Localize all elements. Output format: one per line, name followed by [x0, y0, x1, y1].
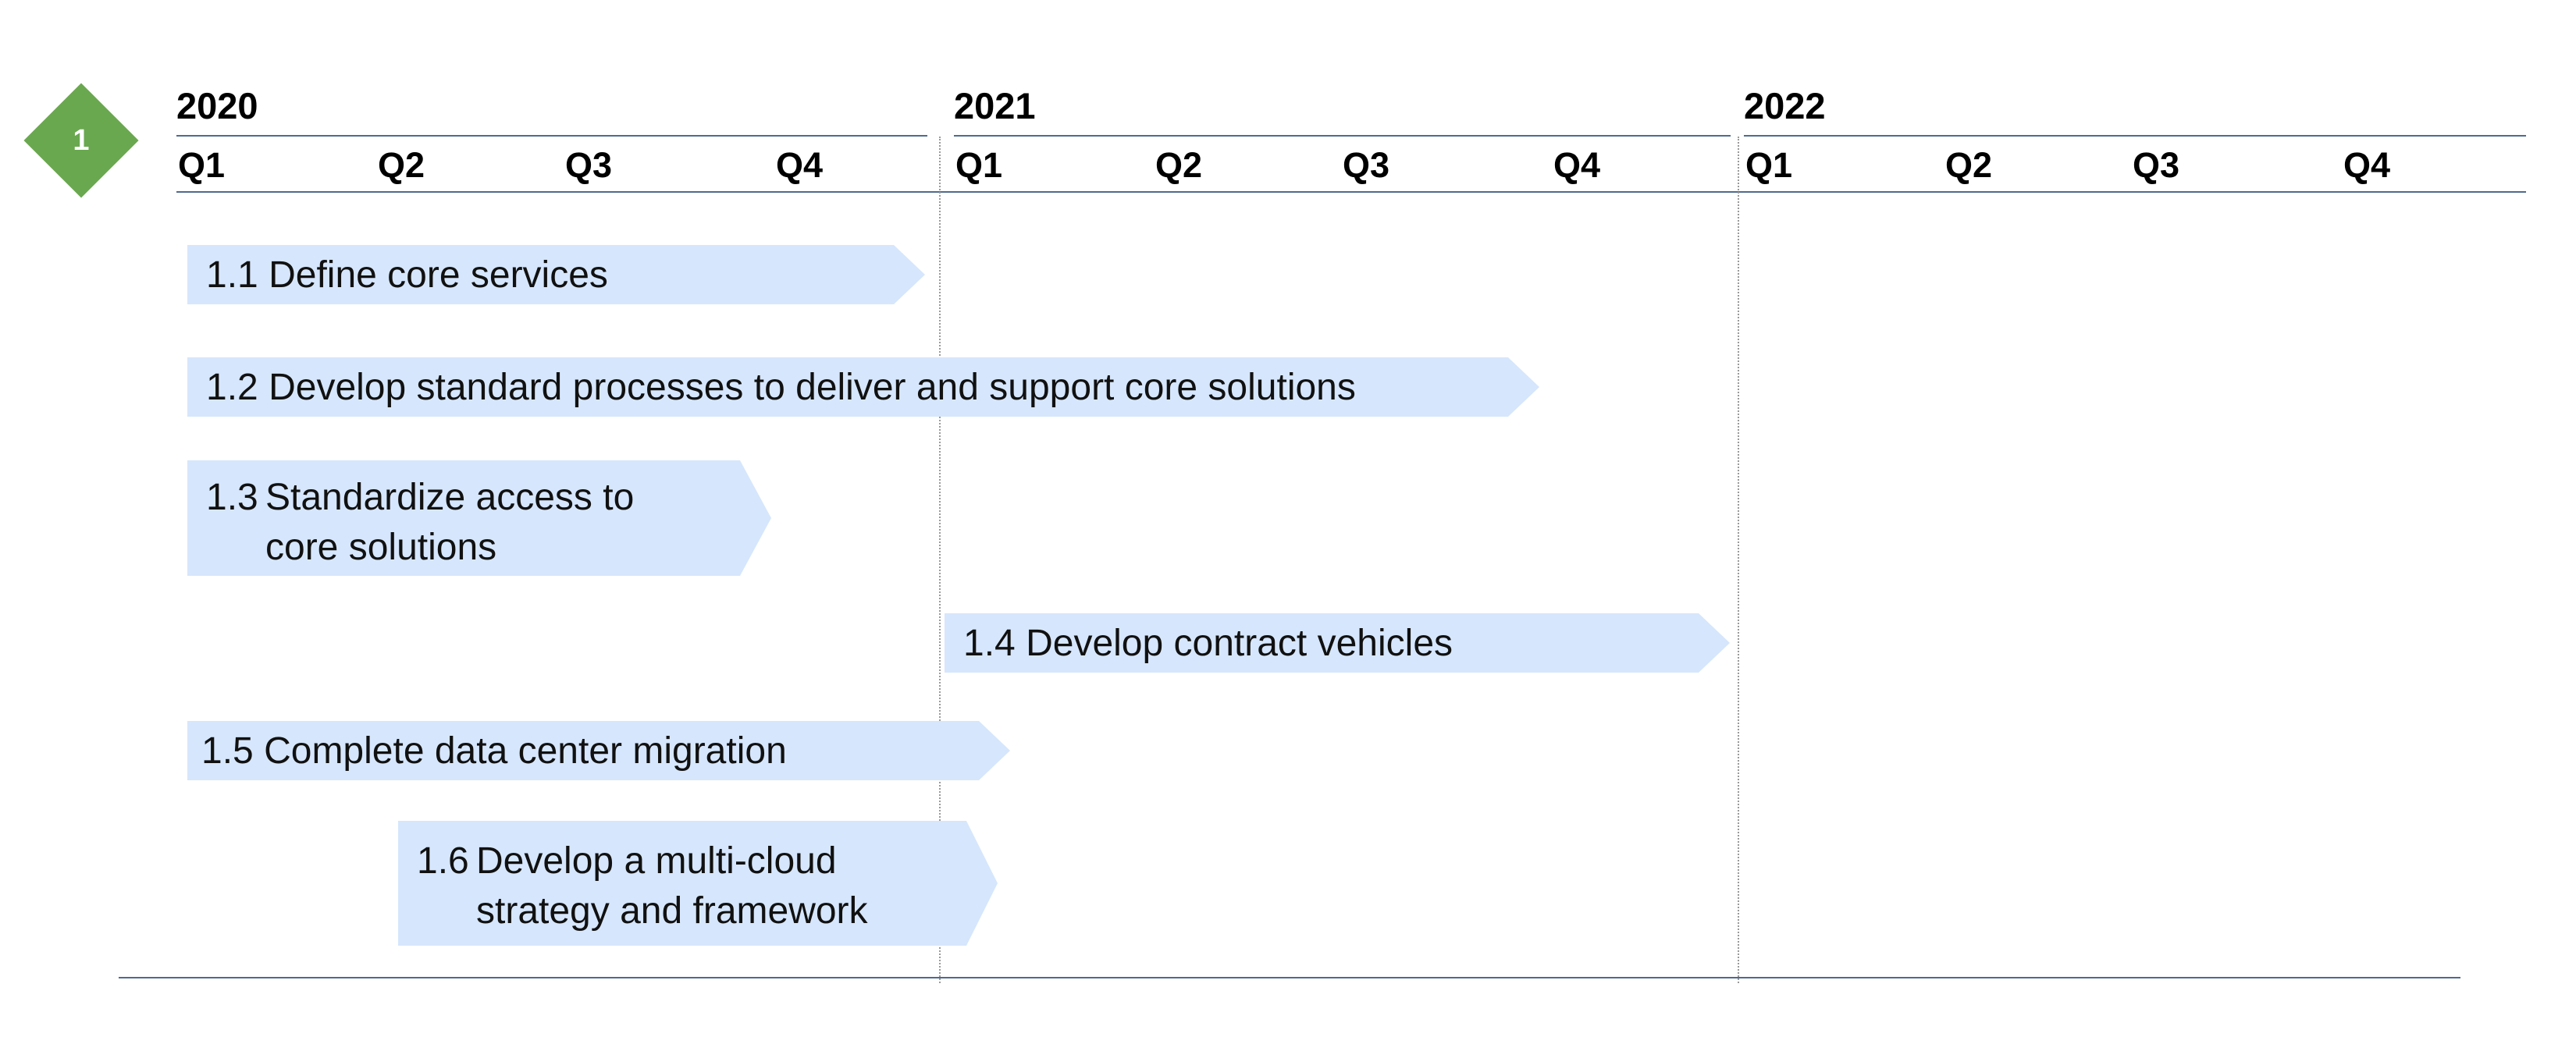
- task-1-3-line1: Standardize access to: [265, 477, 635, 518]
- quarter-2022-q4: Q4: [2343, 145, 2391, 185]
- year-2022-rule: [1744, 135, 2526, 137]
- divider-2021-2022: [1738, 137, 1739, 983]
- task-1-1: 1.1 Define core services: [187, 245, 925, 304]
- task-1-6-number: 1.6: [417, 840, 469, 882]
- quarter-2021-q1: Q1: [955, 145, 1003, 185]
- task-1-6-line2: strategy and framework: [476, 890, 868, 932]
- quarter-2020-q3: Q3: [565, 145, 613, 185]
- quarter-2021-q4: Q4: [1553, 145, 1601, 185]
- task-1-5: 1.5 Complete data center migration: [187, 721, 1010, 780]
- year-2020-rule: [176, 135, 927, 137]
- quarter-2020-q2: Q2: [378, 145, 425, 185]
- task-1-4: 1.4 Develop contract vehicles: [945, 613, 1730, 673]
- bottom-rule: [119, 977, 2460, 978]
- badge-number: 1: [73, 123, 90, 157]
- task-1-2-number: 1.2: [206, 366, 258, 408]
- quarter-2022-q1: Q1: [1745, 145, 1793, 185]
- year-2021-rule: [954, 135, 1731, 137]
- task-1-6-label: 1.6 Develop a multi-cloud strategy and fr…: [417, 836, 868, 936]
- task-1-3-line2: core solutions: [265, 527, 497, 568]
- task-1-6-line1: Develop a multi-cloud: [476, 840, 837, 882]
- quarter-2022-q2: Q2: [1945, 145, 1993, 185]
- year-2022: 2022: [1744, 85, 1826, 126]
- quarter-2022-q3: Q3: [2133, 145, 2180, 185]
- task-1-1-label: 1.1 Define core services: [206, 245, 608, 304]
- task-1-2-text: Develop standard processes to deliver an…: [269, 366, 1356, 408]
- task-1-5-number: 1.5: [201, 730, 254, 772]
- divider-2020-2021: [939, 137, 941, 983]
- year-2021: 2021: [954, 85, 1036, 126]
- task-1-3: 1.3 Standardize access to core solutions: [187, 460, 771, 576]
- task-1-3-label: 1.3 Standardize access to core solutions: [206, 473, 634, 573]
- quarter-2021-q3: Q3: [1343, 145, 1390, 185]
- task-1-5-label: 1.5 Complete data center migration: [201, 721, 787, 780]
- task-1-3-number: 1.3: [206, 477, 258, 518]
- task-1-2: 1.2 Develop standard processes to delive…: [187, 357, 1539, 417]
- task-1-4-number: 1.4: [963, 622, 1016, 664]
- year-2020: 2020: [176, 85, 258, 126]
- quarter-2020-q1: Q1: [178, 145, 226, 185]
- quarter-2020-q4: Q4: [776, 145, 824, 185]
- task-1-1-text: Define core services: [269, 254, 608, 296]
- quarter-rule: [176, 191, 2526, 193]
- task-1-2-label: 1.2 Develop standard processes to delive…: [206, 357, 1356, 417]
- task-1-5-text: Complete data center migration: [264, 730, 787, 772]
- task-1-4-text: Develop contract vehicles: [1026, 622, 1453, 664]
- task-1-4-label: 1.4 Develop contract vehicles: [963, 613, 1453, 673]
- task-1-1-number: 1.1: [206, 254, 258, 296]
- quarter-2021-q2: Q2: [1155, 145, 1203, 185]
- task-1-6: 1.6 Develop a multi-cloud strategy and fr…: [398, 821, 998, 946]
